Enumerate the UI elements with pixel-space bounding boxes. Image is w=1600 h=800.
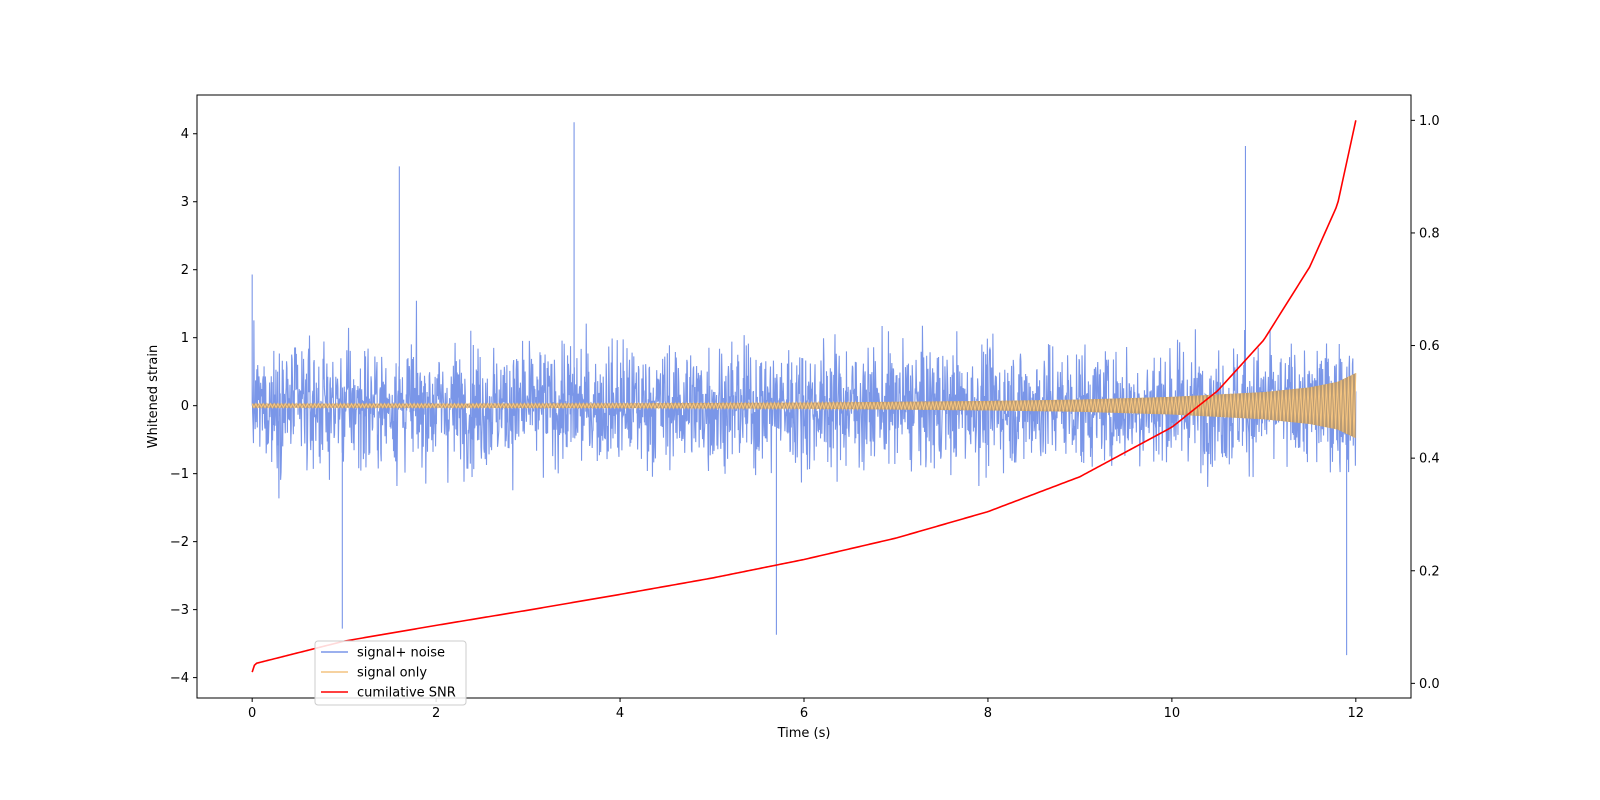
series-signal-noise bbox=[251, 122, 1357, 656]
plot-area bbox=[251, 120, 1357, 673]
x-axis-label: Time (s) bbox=[777, 726, 831, 741]
y2-tick-label: 0.4 bbox=[1419, 452, 1440, 467]
legend-label-signal-only: signal only bbox=[357, 666, 427, 681]
x-tick-label: 0 bbox=[248, 706, 256, 721]
signal-only-line bbox=[251, 373, 1357, 438]
y-tick-label: −4 bbox=[170, 671, 189, 686]
legend-label-signal-noise: signal+ noise bbox=[357, 646, 445, 661]
y-axis-left: −4 −3 −2 −1 0 1 2 3 4 bbox=[170, 127, 197, 686]
cumulative-snr-line bbox=[251, 120, 1357, 673]
y2-tick-label: 0.2 bbox=[1419, 564, 1440, 579]
y2-tick-label: 1.0 bbox=[1419, 114, 1440, 129]
y-tick-label: 1 bbox=[181, 331, 189, 346]
y-axis-label: Whitened strain bbox=[146, 345, 161, 448]
legend: signal+ noise signal only cumilative SNR bbox=[314, 640, 467, 706]
y2-tick-label: 0.8 bbox=[1419, 226, 1440, 241]
x-tick-label: 10 bbox=[1164, 706, 1181, 721]
y2-tick-label: 0.6 bbox=[1419, 339, 1440, 354]
series-cumulative-snr bbox=[251, 120, 1357, 673]
y-axis-right: 0.0 0.2 0.4 0.6 0.8 1.0 bbox=[1411, 114, 1440, 692]
y-tick-label: 4 bbox=[181, 127, 189, 142]
x-tick-label: 8 bbox=[984, 706, 992, 721]
signal-only-fill bbox=[252, 373, 1356, 439]
y-tick-label: 0 bbox=[181, 399, 189, 414]
x-tick-label: 6 bbox=[800, 706, 808, 721]
x-tick-label: 2 bbox=[432, 706, 440, 721]
y2-tick-label: 0.0 bbox=[1419, 677, 1440, 692]
legend-box bbox=[314, 640, 467, 706]
legend-label-cumulative-snr: cumilative SNR bbox=[357, 686, 456, 701]
signal-noise-line bbox=[251, 122, 1357, 656]
series-signal-only bbox=[251, 373, 1357, 439]
y-tick-label: 3 bbox=[181, 195, 189, 210]
x-tick-label: 4 bbox=[616, 706, 624, 721]
y-tick-label: −1 bbox=[170, 467, 189, 482]
y-tick-label: −2 bbox=[170, 535, 189, 550]
y-tick-label: −3 bbox=[170, 603, 189, 618]
x-tick-label: 12 bbox=[1348, 706, 1365, 721]
y-tick-label: 2 bbox=[181, 263, 189, 278]
